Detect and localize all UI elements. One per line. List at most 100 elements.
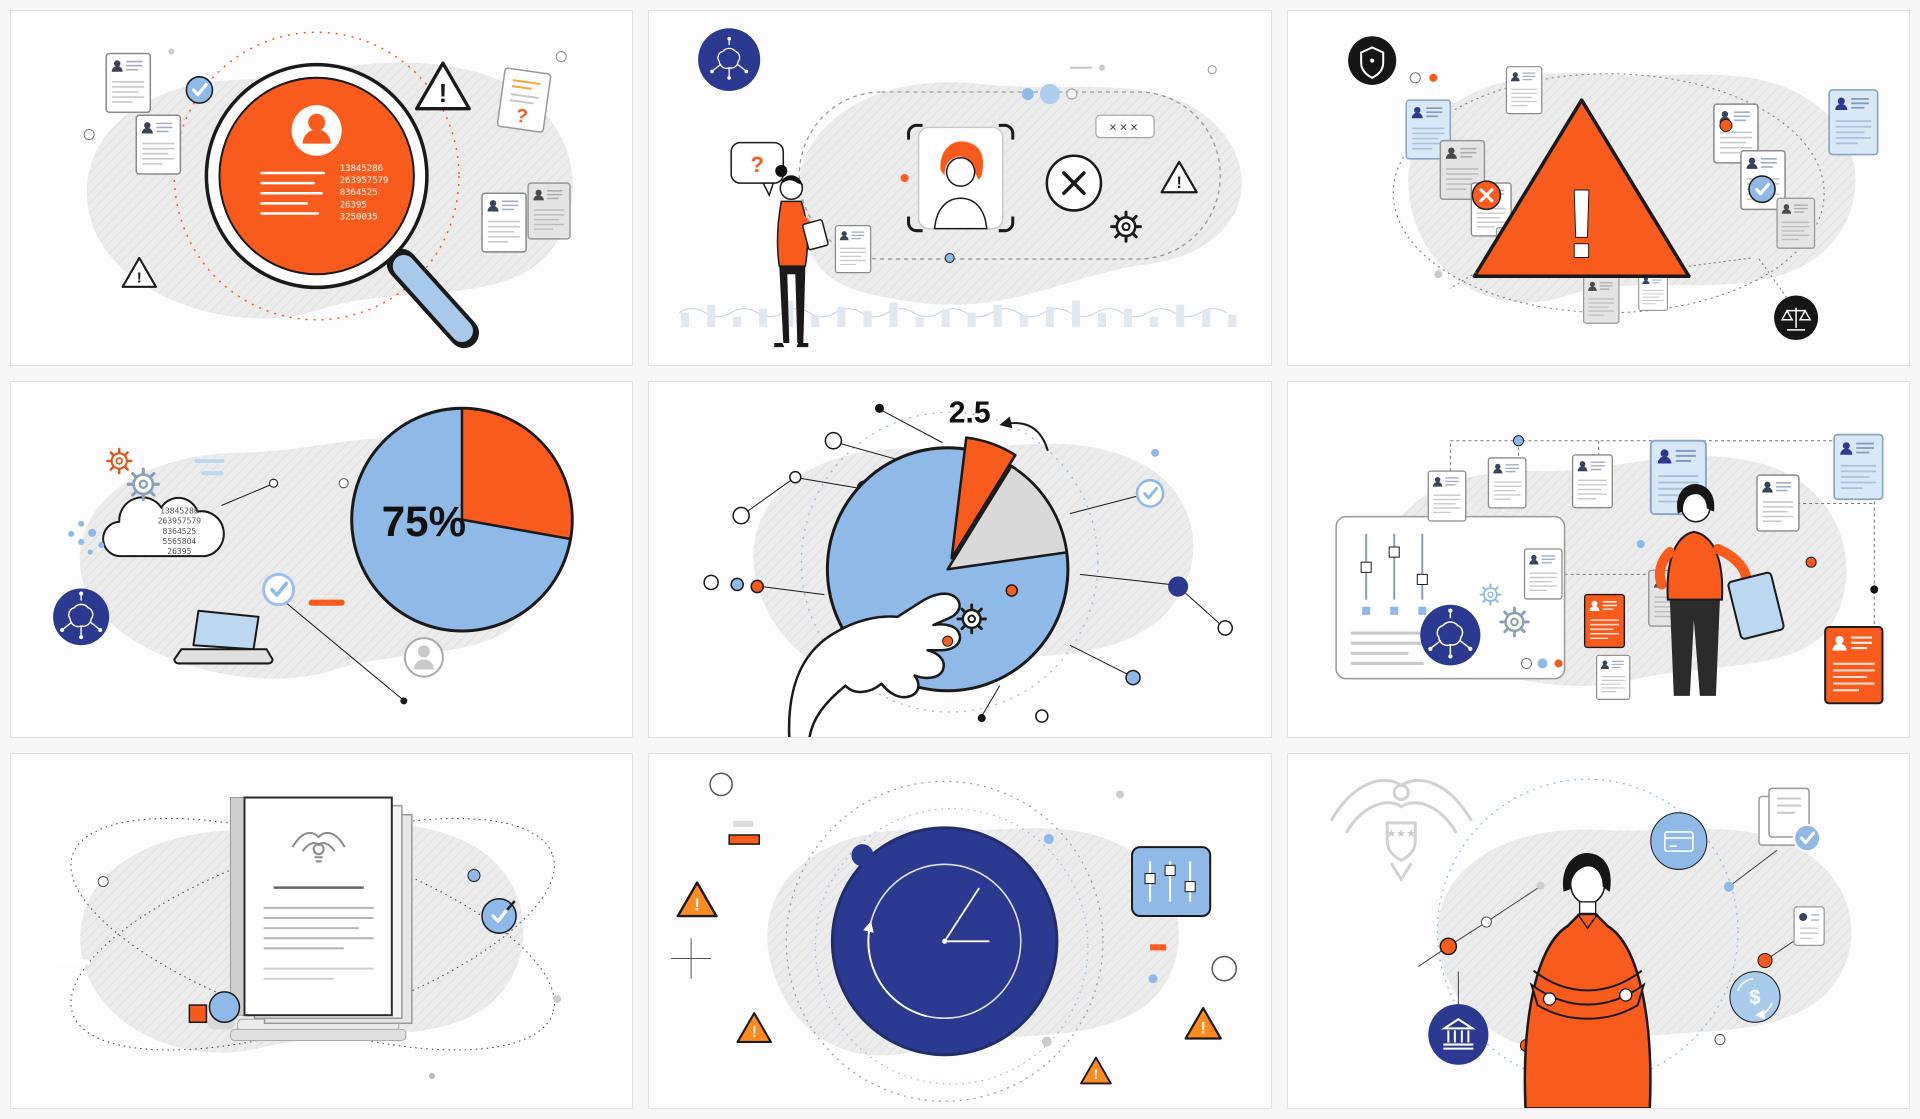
approved-documents-icon <box>1757 787 1821 852</box>
dot-cluster <box>68 521 105 555</box>
check-icon <box>481 897 517 934</box>
check-icon <box>1747 175 1776 204</box>
warning-triangle-icon: ! <box>676 881 718 917</box>
small-dot <box>83 128 95 141</box>
small-dot <box>1116 790 1125 799</box>
small-dot <box>1636 540 1645 549</box>
small-dot <box>1714 1033 1726 1045</box>
cloud-number: 263957579 <box>158 517 202 526</box>
id-number: 26395 <box>340 200 367 210</box>
navy-dot <box>851 843 874 867</box>
check-icon <box>262 573 296 607</box>
id-number: 13845286 <box>340 164 383 174</box>
seal-stars: ★★★ <box>1386 828 1416 840</box>
hand <box>788 592 962 737</box>
man-crossed-arms <box>1523 852 1652 1108</box>
dashed-flow-pill <box>798 91 1222 260</box>
documents-illustration <box>56 796 562 1079</box>
list-lines <box>1350 631 1424 666</box>
small-dot <box>1044 833 1055 844</box>
history-clock-icon <box>831 826 1059 1056</box>
id-numbers: 13845286 263957579 8364525 26395 3250035 <box>340 164 389 223</box>
skyline-decoration <box>679 300 1237 327</box>
sliders-panel-icon <box>1131 845 1212 917</box>
question-document-icon: ? <box>496 67 552 133</box>
panel-identity-search: 13845286 263957579 8364525 26395 3250035… <box>10 10 634 367</box>
shield-icon <box>1347 36 1396 85</box>
pie-slice-orange <box>460 407 574 541</box>
warning-triangle-icon: ! <box>414 61 471 111</box>
orange-dash <box>1150 943 1167 951</box>
id-number: 8364525 <box>340 188 378 198</box>
warning-triangle-icon: ! <box>1160 160 1199 194</box>
check-icon <box>1136 479 1165 509</box>
magnifier-icon: 13845286 263957579 8364525 26395 3250035 <box>204 62 480 349</box>
identity-search-illustration: 13845286 263957579 8364525 26395 3250035… <box>83 31 573 349</box>
avatar <box>403 637 444 678</box>
profile-review-illustration: ? <box>679 28 1243 348</box>
credit-card-icon <box>1649 811 1708 870</box>
small-dot <box>944 252 955 264</box>
dotted-blue-ring <box>815 807 1089 1085</box>
small-dot <box>1042 1036 1053 1047</box>
alert-triangle-icon: ! <box>1472 98 1691 279</box>
gear-icon <box>1479 583 1502 607</box>
cloud-number: 13845286 <box>160 507 199 516</box>
tablet <box>1727 572 1785 641</box>
cloud-numbers: 13845286 263957579 8364525 5565804 26395 <box>158 507 202 557</box>
orange-dot <box>1428 73 1437 82</box>
small-dot <box>1148 973 1158 983</box>
justice-scales-icon <box>1773 295 1818 341</box>
small-dot <box>1409 72 1421 84</box>
blue-dashes <box>194 459 225 476</box>
shape-cluster <box>188 990 241 1030</box>
speech-bubble-icon: ? <box>730 141 785 198</box>
eagle-emblem-icon <box>291 831 346 862</box>
percentage-label: 75% <box>382 498 466 545</box>
small-dot <box>1099 64 1106 71</box>
pie-adjust-illustration: 2.5 <box>703 397 1234 737</box>
document-text-lines <box>263 906 374 950</box>
small-dot <box>1433 270 1442 279</box>
gear-icon <box>956 603 988 635</box>
dashed-blue-ring <box>1436 778 1739 1084</box>
value-label: 2.5 <box>949 397 991 430</box>
orange-dot <box>942 635 954 648</box>
warning-mark: ! <box>439 78 448 108</box>
panel-risk-alert: ! <box>1286 10 1910 367</box>
connector-line <box>221 485 403 700</box>
panel-history: ! ! ! ! <box>648 752 1272 1109</box>
history-illustration: ! ! ! ! <box>671 772 1238 1102</box>
rejected-label: ××× <box>1109 119 1141 134</box>
cloud-number: 8364525 <box>162 527 196 536</box>
small-dot <box>1536 881 1545 890</box>
cloud-number: 26395 <box>167 547 191 556</box>
small-dot <box>1512 435 1524 447</box>
small-circle <box>1211 955 1238 982</box>
network-nodes <box>703 404 1234 724</box>
connector-line <box>1758 258 1793 305</box>
small-dot <box>97 875 109 887</box>
man-with-tablet <box>1654 484 1785 697</box>
orange-dot <box>1757 952 1773 968</box>
document-card <box>835 224 872 274</box>
ai-brain-icon <box>1419 605 1481 666</box>
small-circle <box>709 772 734 796</box>
warning-triangle-icon: ! <box>736 1011 773 1043</box>
small-dot <box>428 1072 435 1079</box>
panel-pie-adjust: 2.5 <box>648 381 1272 738</box>
small-dot <box>1723 881 1734 892</box>
panel-profile-review: ? <box>648 10 1272 367</box>
gear-icon <box>1498 606 1530 638</box>
orange-dot <box>1719 118 1733 132</box>
cloud-data-icon: 13845286 263957579 8364525 5565804 26395 <box>102 496 225 558</box>
pie-slice-gray <box>946 465 1069 571</box>
orange-dot <box>1005 584 1019 598</box>
gray-dash <box>733 820 754 827</box>
rejected-badge: ××× <box>1095 114 1156 139</box>
gear-icon <box>1110 210 1143 243</box>
dotted-orange-ring <box>173 31 460 321</box>
warning-triangle-icon: ! <box>1184 1006 1223 1040</box>
warning-mark: ! <box>1177 174 1182 192</box>
